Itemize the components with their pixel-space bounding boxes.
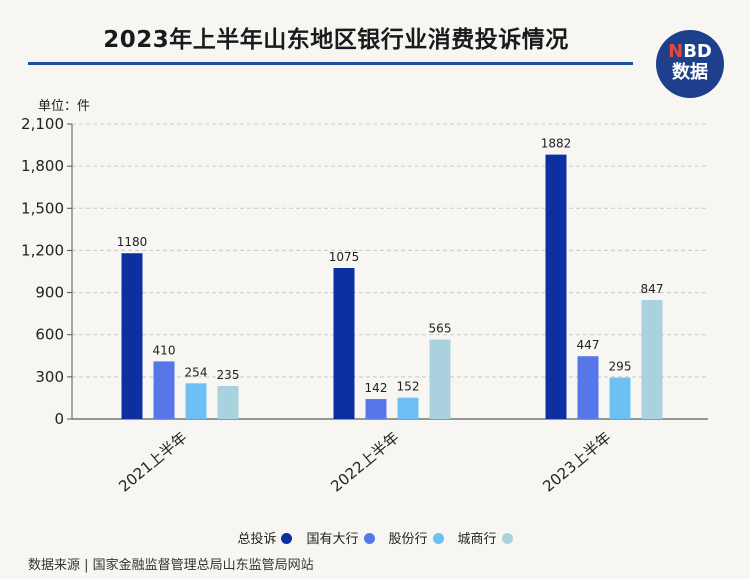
data-label: 152: [397, 380, 420, 394]
data-label: 254: [185, 365, 208, 379]
bar: [641, 300, 663, 419]
bar: [333, 267, 355, 419]
legend-swatch: [363, 533, 375, 544]
logo-bottom-text: 数据: [672, 62, 708, 83]
chart-title: 2023年上半年山东地区银行业消费投诉情况: [103, 27, 569, 53]
y-tick-label: 1,500: [21, 199, 64, 217]
bar: [185, 383, 207, 419]
logo-top-text: NBD: [668, 41, 712, 62]
data-label: 1075: [329, 250, 360, 264]
title-underline: [28, 62, 633, 65]
legend-swatch: [281, 533, 293, 544]
x-category-label: 2022上半年: [327, 428, 402, 495]
bar: [577, 356, 599, 419]
y-tick-label: 300: [35, 368, 64, 386]
bar: [365, 399, 387, 419]
bar: [153, 361, 175, 419]
y-tick-label: 2,100: [21, 115, 64, 133]
bar: [121, 253, 143, 419]
data-label: 1882: [541, 137, 572, 151]
legend-swatch: [432, 533, 444, 544]
nbd-logo: NBD 数据: [656, 30, 724, 98]
x-category-label: 2023上半年: [539, 428, 614, 495]
data-label: 295: [609, 360, 632, 374]
data-label: 1180: [117, 235, 148, 249]
legend: 总投诉 国有大行 股份行 城商行: [0, 528, 750, 547]
source-note: 数据来源 | 国家金融监督管理总局山东监管局网站: [28, 558, 314, 573]
legend-swatch: [501, 533, 513, 544]
legend-item: 国有大行: [306, 528, 375, 547]
data-label: 447: [577, 338, 600, 352]
legend-item: 城商行: [458, 528, 513, 547]
legend-item: 总投诉: [237, 528, 293, 547]
bar: [217, 385, 239, 419]
legend-label: 股份行: [388, 532, 428, 547]
data-label: 565: [429, 322, 452, 336]
data-label: 410: [153, 343, 176, 357]
y-tick-label: 600: [35, 326, 64, 344]
legend-label: 城商行: [457, 532, 497, 547]
y-tick-label: 1,800: [21, 157, 64, 175]
data-label: 235: [217, 368, 240, 382]
data-label: 847: [641, 282, 664, 296]
x-category-label: 2021上半年: [115, 428, 190, 495]
y-tick-label: 0: [54, 410, 64, 428]
y-tick-label: 900: [35, 284, 64, 302]
legend-label: 国有大行: [306, 532, 359, 547]
y-tick-label: 1,200: [21, 241, 64, 259]
legend-label: 总投诉: [237, 532, 277, 547]
legend-item: 股份行: [389, 528, 444, 547]
data-label: 142: [365, 381, 388, 395]
unit-label: 单位：件: [38, 99, 91, 114]
bar: [545, 154, 567, 419]
bar: [429, 339, 451, 419]
bar: [609, 377, 631, 419]
bar: [397, 397, 419, 419]
